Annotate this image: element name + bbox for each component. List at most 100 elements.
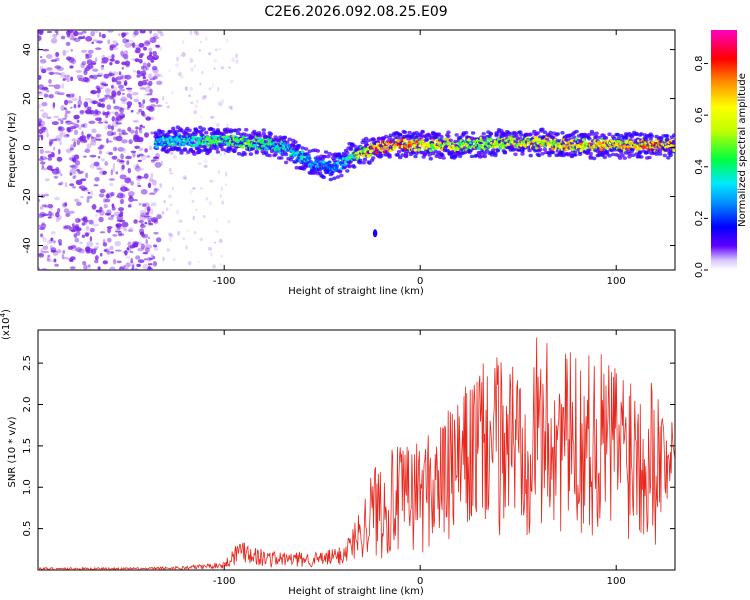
noise-cell [39,148,44,154]
noise-cell [136,163,139,168]
spectrogram-cell [283,152,289,157]
noise-cell [91,62,97,65]
noise-cell [120,96,128,102]
noise-cell [115,42,119,46]
spectrogram-cell [574,129,579,134]
noise-cell [57,215,62,220]
noise-cell [189,86,193,91]
noise-cell [111,155,118,160]
noise-cell [140,167,144,171]
spectrogram-cell [261,131,266,136]
noise-cell [127,167,131,174]
noise-cell [186,229,190,232]
spectrogram-cell [211,135,216,138]
colorbar-tick-label: 0.6 [694,107,705,123]
spectrogram-cell [516,147,522,152]
noise-cell [130,150,137,153]
spectrogram-cell [334,166,339,170]
noise-cell [149,37,157,44]
noise-cell [168,236,173,242]
noise-cell [105,212,111,216]
noise-cell [38,267,40,270]
noise-cell [187,260,192,266]
noise-cell [75,70,83,73]
noise-cell [81,30,87,34]
noise-cell [63,107,67,110]
noise-cell [90,205,97,208]
spectrogram-cell [244,133,249,137]
spectrogram-cell [345,169,350,173]
spectrogram-cell [332,176,337,181]
noise-cell [116,90,122,96]
spectrogram-cell [300,146,305,150]
spectrogram-cell [268,132,273,136]
noise-cell [74,198,79,203]
noise-cell [85,225,90,231]
noise-cell [208,87,212,91]
noise-cell [167,69,172,72]
noise-cell [70,259,74,262]
noise-cell [135,242,143,246]
spectrogram-cell [362,157,368,162]
noise-cell [116,158,121,162]
noise-cell [202,215,206,218]
noise-cell [55,211,60,218]
noise-cell [110,169,114,176]
noise-cell [134,165,141,172]
noise-cell [124,80,128,86]
noise-cell [111,116,116,122]
noise-cell [127,204,132,208]
noise-cell [66,100,73,104]
noise-cell [76,74,84,79]
noise-cell [130,129,135,135]
noise-cell [199,40,203,44]
spectrogram-cell [643,137,649,142]
spectrogram-cell [657,152,663,156]
noise-cell [53,240,56,244]
noise-cell [46,54,53,59]
noise-cell [140,70,147,77]
noise-cell [146,62,151,68]
noise-cell [114,43,119,47]
noise-cell [45,128,49,133]
spectrogram-cell [307,157,312,160]
noise-cell [123,228,128,232]
noise-cell [144,222,148,225]
noise-cell [120,153,124,160]
noise-cell [120,186,128,192]
noise-cell [138,108,143,113]
noise-cell [109,245,114,251]
spectrogram-cell [659,136,664,141]
spectrogram-cell [248,152,254,156]
noise-cell [56,66,64,71]
noise-cell [81,49,87,53]
noise-cell [143,173,149,180]
noise-cell [148,106,155,112]
noise-cell [85,98,92,101]
noise-cell [80,178,87,182]
noise-cell [119,107,124,114]
noise-cell [106,104,112,110]
noise-cell [157,30,162,34]
noise-cell [119,174,127,180]
noise-cell [169,151,174,155]
noise-cell [125,87,133,90]
noise-cell [65,41,71,47]
noise-cell [231,57,235,63]
noise-cell [135,255,141,260]
noise-cell [194,64,196,68]
noise-cell [56,156,63,162]
noise-cell [228,66,231,69]
noise-cell [124,177,132,184]
colorbar-tick-label: 0.2 [694,210,705,226]
noise-cell [142,251,148,255]
spectrogram-cell [446,134,451,139]
noise-cell [165,207,169,212]
noise-cell [208,201,213,206]
noise-cell [62,49,67,56]
noise-cell [40,161,46,165]
noise-cell [113,105,120,110]
noise-cell [208,52,211,55]
noise-cell [38,30,44,35]
noise-cell [166,105,170,109]
